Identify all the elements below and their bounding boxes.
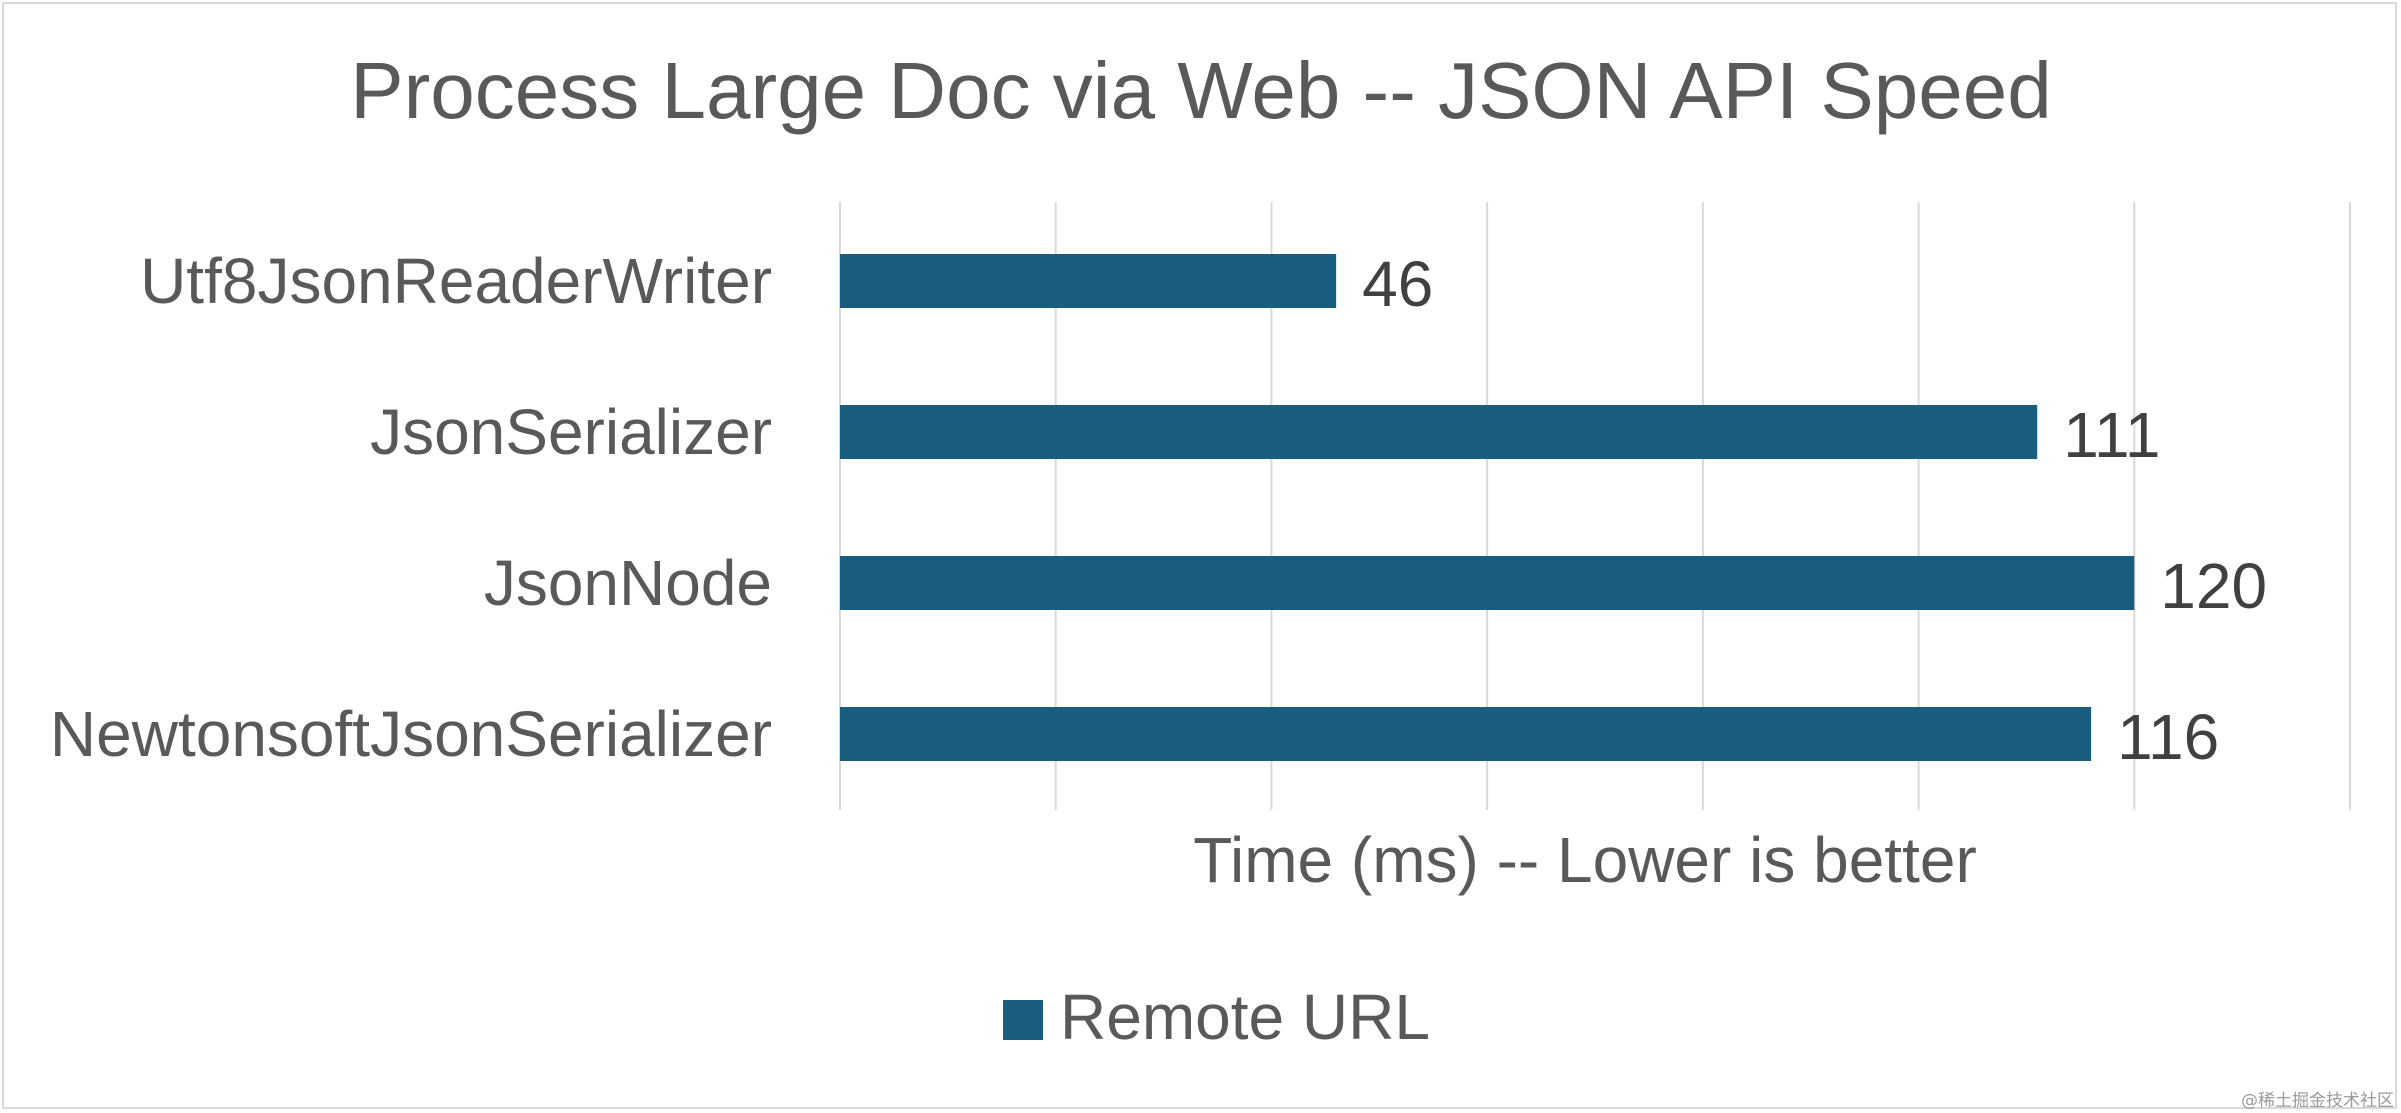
bar-series [840,254,2135,761]
data-labels: 46 111 120 116 [1362,248,2267,773]
bar-JsonNode [840,556,2135,610]
legend-label: Remote URL [1060,981,1430,1053]
watermark-text: @稀土掘金技术社区 [2241,1091,2394,1111]
bar-JsonSerializer [840,405,2038,459]
data-label-Utf8JsonReaderWriter: 46 [1362,248,1433,320]
x-axis-title: Time (ms) -- Lower is better [1193,824,1977,896]
category-label-Utf8JsonReaderWriter: Utf8JsonReaderWriter [140,245,772,317]
category-label-NewtonsoftJsonSerializer: NewtonsoftJsonSerializer [50,698,772,770]
data-label-NewtonsoftJsonSerializer: 116 [2117,701,2219,773]
bar-NewtonsoftJsonSerializer [840,707,2092,761]
legend: Remote URL [1003,981,1430,1053]
category-label-JsonNode: JsonNode [484,547,772,619]
category-label-JsonSerializer: JsonSerializer [370,396,772,468]
chart-title: Process Large Doc via Web -- JSON API Sp… [350,46,2051,135]
data-label-JsonNode: 120 [2160,550,2267,622]
category-axis-labels: Utf8JsonReaderWriter JsonSerializer JsonNo… [50,245,772,770]
data-label-JsonSerializer: 111 [2063,399,2160,471]
legend-swatch [1003,1000,1043,1040]
bar-Utf8JsonReaderWriter [840,254,1337,308]
